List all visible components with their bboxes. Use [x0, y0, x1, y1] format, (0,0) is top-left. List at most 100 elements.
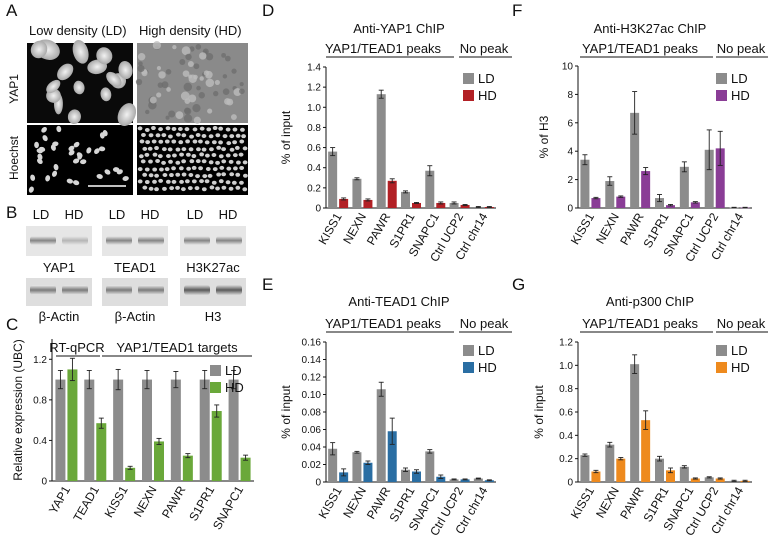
- nucleus: [191, 154, 197, 159]
- bar-ld: [679, 466, 689, 482]
- bar-ld: [113, 379, 124, 481]
- nucleus: [142, 146, 148, 151]
- nucleus: [157, 154, 163, 159]
- y-tick-label: 0: [41, 477, 47, 488]
- cell-dot: [193, 63, 200, 70]
- cell-dot: [188, 94, 197, 103]
- cell-dot: [183, 82, 193, 92]
- bar-hd: [339, 198, 349, 208]
- nucleus: [231, 180, 237, 185]
- nucleus: [175, 172, 181, 177]
- bar-ld: [199, 379, 210, 481]
- nucleus: [56, 125, 62, 133]
- cell: [57, 63, 74, 81]
- cell-dot: [152, 41, 161, 50]
- bar-ld: [376, 389, 386, 482]
- cell-dot: [198, 92, 205, 99]
- group-label-right: No peak: [460, 316, 509, 331]
- cell-dot: [158, 71, 166, 79]
- bar-hd: [387, 431, 397, 482]
- nucleus: [138, 154, 144, 159]
- bar-hd: [125, 467, 136, 481]
- nucleus: [208, 160, 214, 165]
- nucleus: [236, 160, 241, 165]
- cell-texture-hd: [135, 41, 245, 124]
- cell-dot: [205, 53, 214, 61]
- nucleus: [68, 150, 75, 156]
- cell-dot: [239, 88, 245, 95]
- nucleus: [73, 141, 80, 148]
- cell-dot: [165, 115, 170, 120]
- nucleus: [228, 186, 234, 191]
- bar-hd: [436, 476, 446, 482]
- cell-dot: [222, 88, 230, 96]
- nucleus: [145, 140, 151, 145]
- nucleus: [209, 185, 215, 190]
- nucleus: [221, 159, 227, 164]
- nucleus: [229, 172, 235, 177]
- cell: [117, 103, 137, 127]
- nucleus: [221, 185, 227, 190]
- bar-hd: [96, 423, 107, 481]
- legend-label: HD: [478, 360, 497, 375]
- lane-label-ld: LD: [33, 207, 50, 222]
- nucleus: [192, 139, 198, 144]
- bar-hd: [591, 198, 601, 208]
- cell-dot: [166, 87, 171, 92]
- y-tick-label: 2: [567, 175, 573, 186]
- panel-label-c: C: [6, 315, 18, 334]
- nucleus: [30, 174, 36, 181]
- cell-dot: [145, 109, 150, 115]
- nucleus: [151, 139, 157, 144]
- nucleus: [215, 133, 221, 138]
- nucleus: [86, 147, 92, 154]
- nucleus: [38, 146, 46, 152]
- nucleus: [164, 139, 170, 144]
- nucleus: [142, 172, 148, 177]
- legend-label: HD: [478, 88, 497, 103]
- y-tick-label: 0: [567, 204, 573, 215]
- nucleus: [211, 153, 217, 158]
- nucleus: [188, 173, 194, 178]
- cell-dot: [213, 90, 219, 97]
- cell-dot: [184, 107, 191, 114]
- bar-ld: [142, 379, 152, 481]
- blot-label-bottom: H3: [205, 309, 222, 324]
- bar-hd: [363, 462, 373, 482]
- nucleus: [172, 153, 177, 158]
- cell-dot: [168, 110, 176, 118]
- legend-swatch-hd: [463, 90, 474, 101]
- cell-dot: [183, 114, 193, 123]
- nucleus: [226, 141, 232, 146]
- nucleus: [229, 147, 235, 152]
- x-category-label: KISS1: [316, 484, 345, 521]
- y-axis-label: % of input: [532, 385, 546, 439]
- cell-dot: [172, 44, 177, 50]
- nucleus: [53, 163, 59, 171]
- blot-band: [216, 236, 242, 245]
- bar-hd: [240, 457, 251, 481]
- y-tick-label: 0.8: [559, 384, 573, 395]
- cell-dot: [187, 61, 194, 68]
- legend-swatch-ld: [716, 345, 727, 356]
- nucleus: [171, 139, 177, 144]
- nucleus: [201, 147, 207, 152]
- nucleus: [226, 166, 232, 171]
- x-category-label: KISS1: [568, 484, 597, 521]
- bar-hd: [616, 196, 626, 208]
- nucleus: [221, 172, 227, 177]
- nucleus: [175, 160, 181, 165]
- cell-dot: [205, 78, 215, 88]
- nucleus: [148, 173, 154, 178]
- panel-b-western-blots: LD HD YAP1 β-Actin LD HD TEAD1 β-Actin LD HD H3K27…: [26, 207, 246, 324]
- bar-hd: [591, 471, 601, 482]
- blot-label-bottom: β-Actin: [39, 309, 80, 324]
- cell-dot: [185, 53, 192, 61]
- nucleus: [159, 167, 164, 172]
- panel-label-a: A: [6, 1, 18, 20]
- nucleus: [199, 152, 205, 157]
- group-label-right: No peak: [717, 41, 766, 56]
- chart-f: Anti-H3K27ac ChIP YAP1/TEAD1 peaks No peak…: [537, 21, 768, 264]
- nucleus: [175, 132, 181, 137]
